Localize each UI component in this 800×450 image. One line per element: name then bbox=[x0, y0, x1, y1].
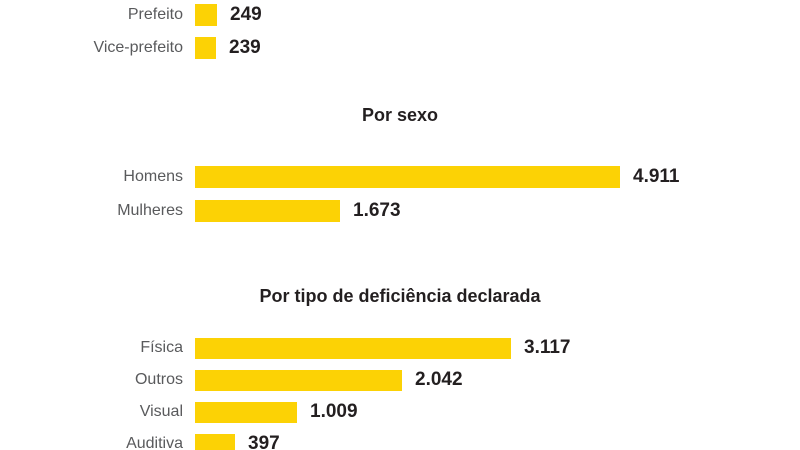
bar-value: 4.911 bbox=[633, 166, 680, 187]
section-rows-sexo: Homens 4.911 Mulheres 1.673 bbox=[0, 166, 800, 222]
bar-row-deficiencia-2: Visual 1.009 bbox=[0, 401, 800, 423]
bar-label: Visual bbox=[139, 403, 183, 420]
bar-label: Vice-prefeito bbox=[93, 39, 183, 56]
bar bbox=[195, 4, 217, 26]
bar-value: 1.673 bbox=[353, 200, 401, 221]
bar bbox=[195, 433, 235, 450]
bar-row-cargo-0: Prefeito 249 bbox=[0, 4, 800, 26]
bar-row-sexo-0: Homens 4.911 bbox=[0, 166, 800, 188]
bar bbox=[195, 37, 216, 59]
bar-value: 397 bbox=[248, 433, 280, 450]
bar bbox=[195, 369, 402, 391]
bar-row-sexo-1: Mulheres 1.673 bbox=[0, 200, 800, 222]
section-title-sexo: Por sexo bbox=[361, 105, 439, 125]
bar-row-deficiencia-1: Outros 2.042 bbox=[0, 369, 800, 391]
bar-label: Prefeito bbox=[127, 6, 183, 23]
bar-label: Homens bbox=[123, 168, 183, 185]
section-rows-deficiencia: Física 3.117 Outros 2.042 Visual 1.009 Auditiv… bbox=[0, 337, 800, 450]
bar-label: Outros bbox=[134, 371, 183, 388]
bar-row-deficiencia-3: Auditiva 397 bbox=[0, 433, 800, 450]
bar-label: Física bbox=[140, 339, 183, 356]
bar-value: 249 bbox=[230, 4, 262, 25]
bar bbox=[195, 337, 511, 359]
section-rows-cargo: Prefeito 249 Vice-prefeito 239 bbox=[0, 4, 800, 59]
bar-label: Auditiva bbox=[126, 435, 183, 450]
bar-value: 3.117 bbox=[524, 337, 571, 358]
bar-row-deficiencia-0: Física 3.117 bbox=[0, 337, 800, 359]
bar-value: 239 bbox=[229, 37, 261, 58]
bar bbox=[195, 166, 620, 188]
bar-value: 1.009 bbox=[310, 401, 358, 422]
bar bbox=[195, 200, 340, 222]
bar-row-cargo-1: Vice-prefeito 239 bbox=[0, 37, 800, 59]
bar bbox=[195, 401, 297, 423]
bar-value: 2.042 bbox=[415, 369, 463, 390]
bar-label: Mulheres bbox=[117, 202, 183, 219]
section-title-deficiencia: Por tipo de deficiência declarada bbox=[259, 286, 541, 306]
